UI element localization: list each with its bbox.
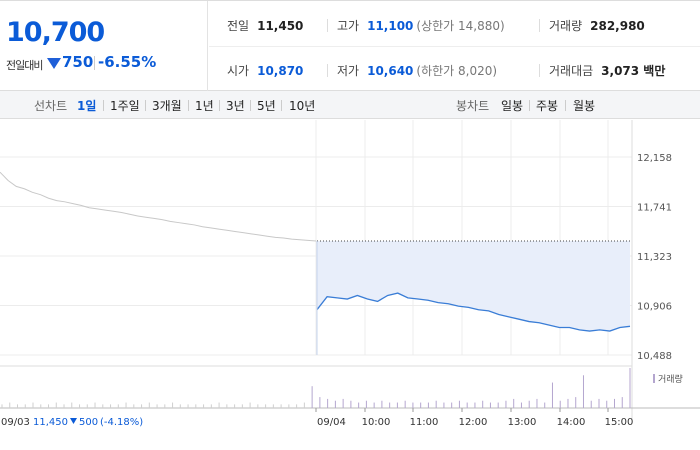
chart-canvas: 12,158 11,741 11,323 10,906 10,488 거래량 09/04 10… — [0, 120, 700, 428]
tab-10y[interactable]: 10년 — [289, 99, 316, 113]
divider — [94, 56, 95, 70]
x-tick-label: 09/04 — [317, 417, 346, 428]
stat-value: 10,870 — [257, 64, 304, 78]
divider — [103, 100, 104, 111]
divider — [529, 100, 530, 111]
y-tick-label: 11,741 — [637, 203, 672, 214]
quote-stats: 전일 11,450 고가 11,100 (상한가 14,880) 거래량 282,980… — [209, 1, 700, 91]
divider — [281, 100, 282, 111]
prev-day-change: 500 — [79, 417, 98, 428]
divider — [250, 100, 251, 111]
tab-5y[interactable]: 5년 — [257, 99, 276, 113]
quote-panel: 10,700 전일대비 750 -6.55% 전일 11,450 고가 11,100… — [0, 0, 700, 91]
divider — [219, 100, 220, 111]
y-tick-label: 10,488 — [637, 351, 672, 362]
volume-legend-swatch — [653, 374, 655, 383]
stat-label: 전일 — [227, 19, 250, 33]
series-area-today — [317, 240, 630, 332]
tab-1y[interactable]: 1년 — [195, 99, 214, 113]
x-tick-label: 14:00 — [557, 417, 586, 428]
change-percent: -6.55% — [98, 53, 157, 71]
tab-3y[interactable]: 3년 — [226, 99, 245, 113]
candle-chart-label: 봉차트 — [456, 99, 490, 113]
x-tick-label: 12:00 — [459, 417, 488, 428]
down-triangle-icon — [70, 418, 77, 424]
stat-high: 고가 11,100 (상한가 14,880) — [337, 17, 505, 34]
row-divider — [209, 46, 700, 47]
x-tick-label: 10:00 — [362, 417, 391, 428]
price-chart[interactable]: 12,158 11,741 11,323 10,906 10,488 거래량 09/04 10… — [0, 120, 700, 450]
divider — [539, 19, 540, 32]
change-value: 750 — [62, 53, 94, 71]
y-tick-label: 10,906 — [637, 302, 672, 313]
tab-1w[interactable]: 1주일 — [110, 99, 140, 113]
series-line-today — [316, 292, 631, 332]
x-tick-label: 15:00 — [605, 417, 634, 428]
tab-3m[interactable]: 3개월 — [152, 99, 182, 113]
tab-weekly[interactable]: 주봉 — [536, 99, 559, 113]
divider — [188, 100, 189, 111]
price-box: 10,700 전일대비 750 -6.55% — [0, 1, 208, 91]
stat-label: 저가 — [337, 64, 360, 78]
divider — [327, 19, 328, 32]
stat-value: 11,450 — [257, 19, 304, 33]
change-label: 전일대비 — [6, 59, 43, 72]
x-tick-label: 13:00 — [508, 417, 537, 428]
series-line-prev-day — [0, 171, 317, 242]
stat-label: 시가 — [227, 64, 250, 78]
chart-tab-bar: 선차트 1일 1주일 3개월 1년 3년 5년 10년 봉차트 일봉 주봉 월봉 — [0, 91, 700, 119]
stat-label: 거래량 — [549, 19, 583, 33]
y-tick-label: 11,323 — [637, 252, 672, 263]
prev-day-change-pct: (-4.18%) — [100, 417, 143, 428]
line-chart-label: 선차트 — [34, 99, 68, 113]
tab-daily[interactable]: 일봉 — [501, 99, 524, 113]
tab-1d[interactable]: 1일 — [77, 99, 97, 113]
stat-value: 282,980 — [590, 19, 645, 33]
down-triangle-icon — [47, 58, 61, 69]
y-tick-label: 12,158 — [637, 153, 672, 164]
tab-monthly[interactable]: 월봉 — [573, 99, 596, 113]
prev-day-date: 09/03 — [1, 417, 30, 428]
divider — [327, 64, 328, 77]
divider — [145, 100, 146, 111]
stat-trade-value: 거래대금 3,073 백만 — [549, 62, 665, 79]
prev-day-close: 11,450 — [33, 417, 68, 428]
x-tick-label: 11:00 — [410, 417, 439, 428]
stat-sub: (하한가 8,020) — [416, 64, 498, 78]
stat-value: 11,100 — [367, 19, 414, 33]
stat-label: 거래대금 — [549, 64, 594, 78]
divider — [565, 100, 566, 111]
stat-sub: (상한가 14,880) — [416, 19, 505, 33]
stat-open: 시가 10,870 — [227, 62, 303, 79]
stat-prev-close: 전일 11,450 — [227, 17, 303, 34]
stat-value: 10,640 — [367, 64, 414, 78]
volume-legend-label: 거래량 — [658, 373, 683, 385]
current-price: 10,700 — [6, 17, 105, 48]
stat-label: 고가 — [337, 19, 360, 33]
stat-volume: 거래량 282,980 — [549, 17, 645, 34]
stat-value: 3,073 백만 — [601, 64, 666, 78]
divider — [539, 64, 540, 77]
stat-low: 저가 10,640 (하한가 8,020) — [337, 62, 497, 79]
